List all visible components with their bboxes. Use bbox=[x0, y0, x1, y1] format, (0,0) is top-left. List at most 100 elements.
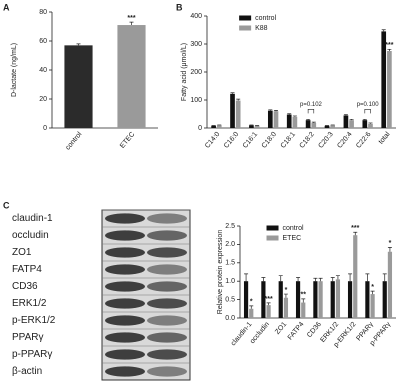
legend-label: ETEC bbox=[283, 235, 302, 242]
blot-band bbox=[147, 264, 187, 275]
error-bar bbox=[306, 118, 311, 121]
error-bar bbox=[318, 277, 323, 282]
bar bbox=[335, 279, 341, 318]
bar bbox=[353, 235, 358, 318]
bar bbox=[211, 125, 216, 128]
bracket-label: p=0.100 bbox=[357, 102, 380, 108]
error-bar bbox=[353, 231, 358, 236]
panel-label: C bbox=[3, 200, 10, 210]
error-bar bbox=[387, 246, 392, 252]
blot-band bbox=[105, 264, 145, 275]
y-tick-label: 0.5 bbox=[225, 296, 235, 303]
bar bbox=[349, 120, 354, 128]
bar bbox=[249, 125, 254, 128]
error-bar bbox=[365, 273, 370, 282]
bar bbox=[64, 45, 93, 128]
error-bar bbox=[348, 273, 353, 282]
x-tick-label: C16:1 bbox=[242, 131, 259, 150]
error-bar bbox=[381, 29, 386, 32]
error-bar bbox=[283, 293, 288, 298]
bar bbox=[381, 31, 387, 128]
x-tick-label: C20:4 bbox=[336, 131, 353, 150]
blot-band bbox=[147, 349, 187, 360]
panel-label: A bbox=[3, 2, 10, 12]
error-bar bbox=[230, 92, 235, 94]
x-tick-label: CD36 bbox=[306, 321, 323, 339]
bar bbox=[324, 125, 330, 128]
blot-band bbox=[147, 247, 187, 258]
blot-band bbox=[105, 230, 145, 241]
blot-band bbox=[105, 281, 145, 292]
x-tick-label: C18:1 bbox=[280, 131, 297, 150]
legend-swatch bbox=[266, 225, 279, 231]
blot-band bbox=[105, 213, 145, 224]
error-bar bbox=[236, 98, 241, 101]
bar bbox=[370, 294, 375, 318]
significance: *** bbox=[385, 42, 393, 49]
significance: * bbox=[371, 284, 374, 291]
y-tick-label: 20 bbox=[39, 96, 47, 103]
y-axis-title: Relative protein expression bbox=[217, 230, 224, 315]
error-bar bbox=[301, 298, 306, 303]
bracket bbox=[307, 109, 315, 114]
error-bar bbox=[296, 277, 301, 282]
error-bar bbox=[343, 114, 348, 116]
y-tick-label: 0.0 bbox=[225, 315, 235, 322]
blot-label: FATP4 bbox=[12, 264, 42, 275]
bar bbox=[292, 116, 298, 128]
error-bar bbox=[330, 277, 335, 282]
y-tick-label: 60 bbox=[39, 38, 47, 45]
bar bbox=[368, 123, 373, 128]
x-tick-label: C22:6 bbox=[355, 131, 372, 150]
x-tick-label: control bbox=[65, 131, 84, 152]
x-tick-label: FATP4 bbox=[287, 321, 306, 342]
error-bar bbox=[362, 118, 367, 121]
blot-band bbox=[105, 247, 145, 258]
y-tick-label: 100 bbox=[190, 97, 202, 104]
legend-swatch bbox=[239, 25, 252, 31]
bar bbox=[273, 111, 279, 128]
y-tick-label: 1.5 bbox=[225, 260, 235, 267]
blot-band bbox=[147, 230, 187, 241]
blot-label: PPARγ bbox=[12, 332, 44, 343]
significance: *** bbox=[265, 296, 273, 303]
x-tick-label: C18:2 bbox=[299, 131, 316, 150]
bar bbox=[283, 297, 289, 318]
y-tick-label: 300 bbox=[190, 41, 202, 48]
bar bbox=[278, 281, 283, 318]
blot-band bbox=[105, 349, 145, 360]
legend-swatch bbox=[239, 15, 252, 21]
x-tick-label: ZO1 bbox=[274, 321, 288, 336]
bracket-label: p=0.102 bbox=[300, 102, 323, 108]
error-bar bbox=[349, 118, 354, 121]
blot-label: claudin-1 bbox=[12, 213, 53, 224]
y-tick-label: 0 bbox=[43, 125, 47, 132]
error-bar bbox=[387, 48, 392, 51]
blot-band bbox=[147, 281, 187, 292]
error-bar bbox=[368, 122, 373, 124]
y-tick-label: 80 bbox=[39, 9, 47, 16]
bar bbox=[235, 100, 241, 128]
significance: *** bbox=[351, 225, 359, 232]
bar bbox=[347, 281, 353, 318]
y-axis-title: Fatty acid (μmol/L) bbox=[181, 43, 188, 101]
y-tick-label: 2.0 bbox=[225, 241, 235, 248]
bracket bbox=[364, 109, 371, 114]
bar bbox=[330, 281, 335, 318]
blot-label: p-PPARγ bbox=[12, 349, 52, 360]
y-axis-title: D-lactate (ng/mL) bbox=[11, 43, 18, 97]
y-tick-label: 0 bbox=[198, 125, 202, 132]
y-tick-label: 200 bbox=[190, 69, 202, 76]
error-bar bbox=[287, 113, 292, 115]
blot-band bbox=[105, 366, 145, 377]
significance: * bbox=[285, 287, 288, 294]
blot-band bbox=[147, 315, 187, 326]
bar bbox=[301, 302, 306, 318]
legend-label: control bbox=[255, 15, 276, 22]
bar bbox=[254, 125, 260, 128]
bar bbox=[311, 122, 317, 128]
bar bbox=[286, 114, 292, 128]
error-bar bbox=[249, 305, 254, 309]
error-bar bbox=[244, 273, 249, 282]
blot-band bbox=[147, 213, 187, 224]
